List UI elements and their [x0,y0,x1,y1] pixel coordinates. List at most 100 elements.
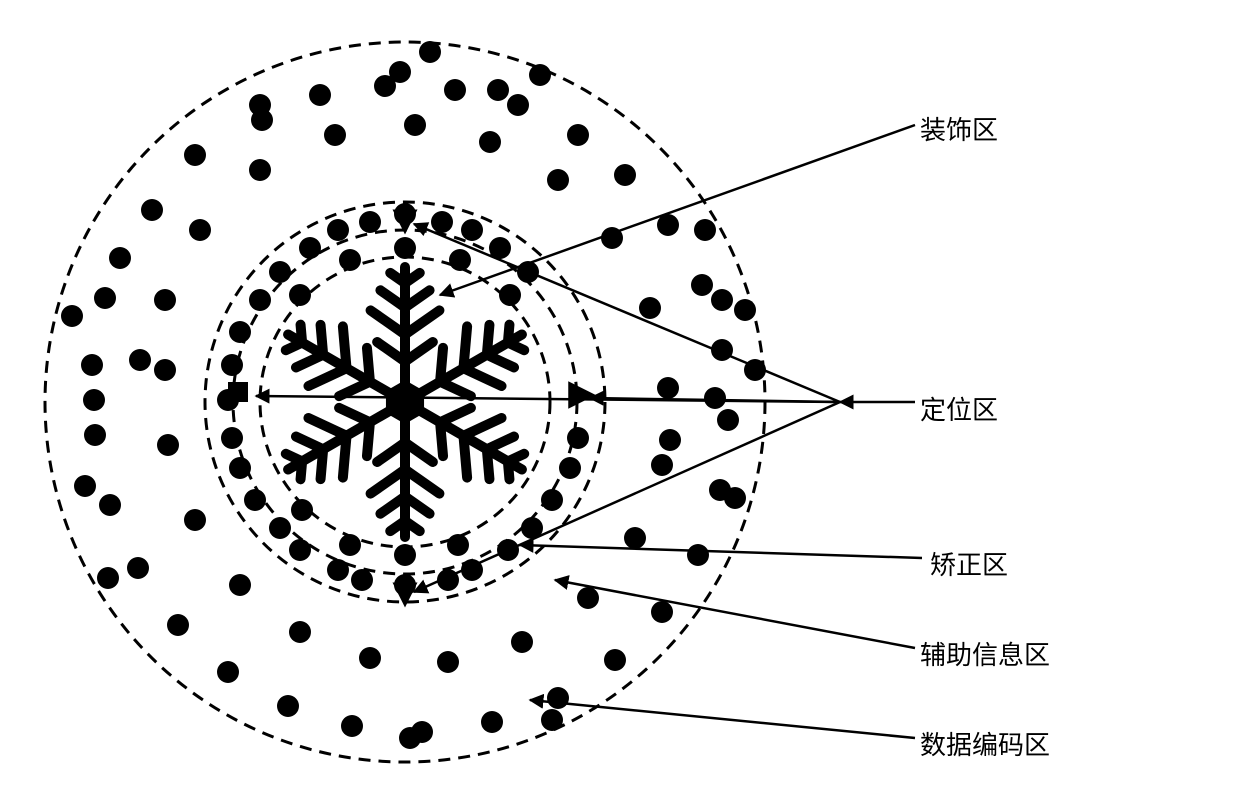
dot [289,539,311,561]
dot [221,354,243,376]
dot [249,159,271,181]
dot [217,661,239,683]
dot [97,567,119,589]
leader-aux [555,580,915,648]
dot [61,305,83,327]
dot [559,457,581,479]
dot [444,79,466,101]
dot [399,727,421,749]
dot [341,715,363,737]
dot [299,237,321,259]
locator-triangle-bottom [393,583,418,608]
dot [129,349,151,371]
label-correct: 矫正区 [930,545,1008,582]
dot [94,287,116,309]
snowflake-icon [271,267,539,537]
dot [127,557,149,579]
dot [244,489,266,511]
dot [529,64,551,86]
dot [289,621,311,643]
locator-square [228,382,248,402]
dot [269,517,291,539]
dot [694,219,716,241]
dot [614,164,636,186]
dot [404,114,426,136]
dot [229,574,251,596]
dot [567,427,589,449]
dot [327,559,349,581]
dot [339,249,361,271]
dot [221,427,243,449]
dot [394,237,416,259]
dot [541,709,563,731]
dot [327,219,349,241]
dot [229,457,251,479]
dot [547,687,569,709]
dot [154,359,176,381]
dot [651,454,673,476]
dot [487,79,509,101]
label-locate: 定位区 [920,390,998,427]
dot [289,284,311,306]
dot [734,299,756,321]
dot [184,144,206,166]
dot [687,544,709,566]
dot [437,651,459,673]
diagram-svg [0,0,1239,791]
dot [394,544,416,566]
dot [184,509,206,531]
dot [659,429,681,451]
dot [651,601,673,623]
dot [351,569,373,591]
dot [269,261,291,283]
dot [479,131,501,153]
dot [717,409,739,431]
dot [324,124,346,146]
dot [291,499,313,521]
dot [419,41,441,63]
dot [461,219,483,241]
dot [359,211,381,233]
diagram-container: 装饰区 定位区 矫正区 辅助信息区 数据编码区 [0,0,1239,791]
dot [339,534,361,556]
dot [624,527,646,549]
dot [154,289,176,311]
label-data: 数据编码区 [920,725,1050,762]
dot [389,61,411,83]
dot [449,249,471,271]
dot [249,289,271,311]
dot [547,169,569,191]
dot [724,487,746,509]
label-aux: 辅助信息区 [920,635,1050,672]
dot [99,494,121,516]
dot [141,199,163,221]
dot [167,614,189,636]
dot [481,711,503,733]
dot [447,534,469,556]
dot [704,387,726,409]
dot [691,274,713,296]
dot [74,475,96,497]
dot [577,587,599,609]
locator-triangle-right [568,381,596,409]
leader-decor [440,125,915,295]
dot [711,289,733,311]
dot [541,489,563,511]
dot [81,354,103,376]
dot [229,321,251,343]
dot [277,695,299,717]
dot [359,647,381,669]
label-decor: 装饰区 [920,110,998,147]
dot [157,434,179,456]
dot [309,84,331,106]
dot [639,297,661,319]
dot [507,94,529,116]
dot [431,211,453,233]
dot [109,247,131,269]
dot [657,377,679,399]
dot [511,631,533,653]
dot [189,219,211,241]
leader-correct [520,545,922,558]
leader-data [530,700,915,738]
dot [567,124,589,146]
